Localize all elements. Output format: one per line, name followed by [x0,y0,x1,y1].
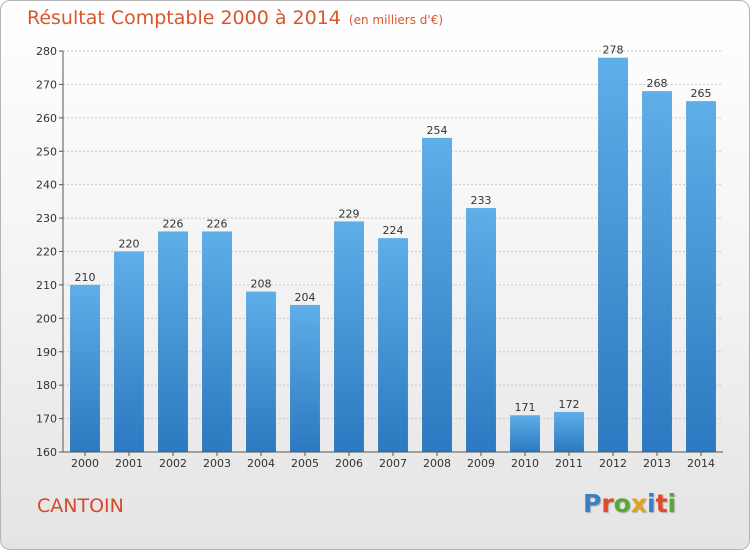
data-label: 265 [691,87,712,100]
y-tick-label: 190 [36,346,57,359]
y-tick-label: 210 [36,279,57,292]
x-tick-label: 2013 [643,457,671,470]
bar [246,291,276,452]
data-label: 172 [559,398,580,411]
bar [554,411,584,452]
x-tick-label: 2006 [335,457,363,470]
bar [422,137,452,452]
y-tick-label: 280 [36,45,57,58]
axes: 160 170 180 190 200 210 220 230 240 250 260 270 280 2… [36,45,723,470]
x-tick-label: 2005 [291,457,319,470]
bar [642,91,672,452]
y-tick-label: 270 [36,78,57,91]
y-tick-label: 260 [36,112,57,125]
bar [114,251,144,452]
y-tick-label: 160 [36,446,57,459]
x-tick-label: 2000 [71,457,99,470]
bar [70,284,100,452]
logo-letter: P [583,489,602,518]
x-tick-label: 2010 [511,457,539,470]
x-tick-label: 2014 [687,457,715,470]
bars [70,57,716,452]
bar [290,304,320,452]
x-tick-label: 2002 [159,457,187,470]
chart-subtitle: (en milliers d'€) [348,13,444,27]
bar [466,208,496,452]
x-tick-label: 2007 [379,457,407,470]
data-label: 233 [471,194,492,207]
data-label: 278 [603,44,624,57]
logo-letter: t [655,489,668,518]
x-tick-label: 2004 [247,457,275,470]
logo-letter: i [667,489,677,518]
y-tick-label: 170 [36,413,57,426]
logo-letter: x [630,489,647,518]
bar [334,221,364,452]
data-label: 220 [119,238,140,251]
x-tick-label: 2011 [555,457,583,470]
bar [378,238,408,452]
data-labels: 210 220 226 226 208 204 229 224 254 233 171 172 278 2… [75,44,712,415]
data-label: 210 [75,271,96,284]
bar [510,415,540,452]
x-tick-label: 2009 [467,457,495,470]
data-label: 226 [163,217,184,230]
commune-name: CANTOIN [37,495,124,517]
proxiti-logo: Proxiti [583,489,676,518]
x-tick-label: 2012 [599,457,627,470]
data-label: 171 [515,401,536,414]
y-tick-label: 250 [36,145,57,158]
data-label: 226 [207,217,228,230]
x-tick-label: 2003 [203,457,231,470]
bar [598,57,628,452]
bar [686,101,716,452]
data-label: 208 [251,278,272,291]
y-tick-label: 200 [36,312,57,325]
data-label: 268 [647,77,668,90]
logo-letter: r [601,489,614,518]
y-tick-label: 240 [36,179,57,192]
data-label: 254 [427,124,448,137]
data-label: 204 [295,291,316,304]
chart-title: Résultat Comptable 2000 à 2014 (en millie… [27,7,444,29]
y-tick-label: 180 [36,379,57,392]
data-label: 229 [339,207,360,220]
bar [158,231,188,452]
x-tick-label: 2008 [423,457,451,470]
x-tick-label: 2001 [115,457,143,470]
y-tick-label: 220 [36,246,57,259]
logo-letter: o [613,489,631,518]
bar [202,231,232,452]
logo-letter: i [647,489,656,518]
data-label: 224 [383,224,404,237]
y-tick-label: 230 [36,212,57,225]
